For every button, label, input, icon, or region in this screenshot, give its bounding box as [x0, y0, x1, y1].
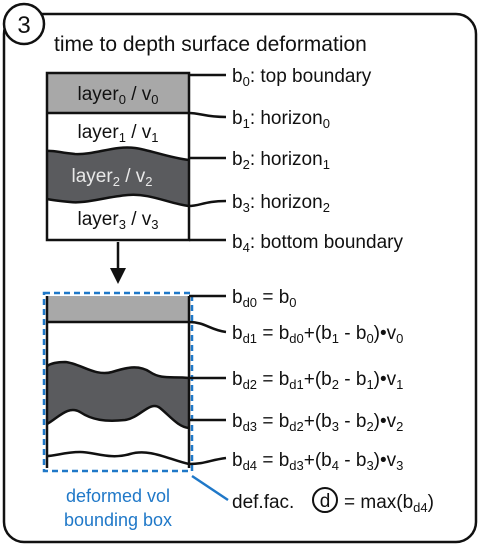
equation-bd0: bd0 = b0 — [232, 287, 297, 310]
equation-bd2: bd2 = bd1+(b2 - b1)•v1 — [232, 369, 403, 392]
layer-0-label: layer0 / v0 — [78, 84, 159, 107]
deformed-layer-1-fill — [47, 322, 189, 378]
deformed-layer-0-fill — [47, 296, 189, 322]
layer-2-label: layer2 / v2 — [72, 166, 153, 189]
panel-number-circle — [2, 2, 46, 46]
layer-2-fill — [47, 147, 189, 206]
transform-arrow — [110, 242, 126, 284]
def-fac-symbol-circle — [312, 487, 338, 513]
boundary-0-label: b0: top boundary — [232, 66, 372, 89]
leader-b1 — [188, 111, 227, 119]
layer-1-fill — [47, 113, 189, 160]
panel-number-badge: 3 — [2, 2, 46, 46]
time-box-border — [45, 71, 191, 242]
arrow-head — [110, 268, 126, 284]
panel-title: time to depth surface deformation — [54, 33, 367, 56]
equation-bd1: bd1 = bd0+(b1 - b0)•v0 — [232, 323, 403, 346]
horizon-2-line — [46, 193, 190, 208]
boundary-2-label: b2: horizon1 — [232, 149, 330, 172]
deformed-horizon-2-line — [46, 404, 190, 430]
deformed-bounding-box — [42, 291, 194, 473]
depth-domain-layers — [42, 291, 194, 473]
deformed-below-fill — [47, 452, 189, 468]
boundary-leaders — [188, 73, 227, 242]
leader-def-fac — [191, 474, 229, 502]
layer-3-label: layer3 / v3 — [78, 209, 159, 232]
deformed-horizon-3-line — [46, 450, 190, 466]
equation-leaders — [188, 294, 227, 466]
layer-0-fill — [47, 73, 189, 113]
def-fac-rhs: = max(bd4) — [344, 492, 434, 515]
boundary-3-label: b3: horizon2 — [232, 192, 330, 215]
def-fac-prefix: def.fac. — [232, 492, 294, 513]
bounding-box-caption-line1: deformed vol — [66, 486, 170, 506]
horizon-1-line — [46, 146, 190, 162]
bounding-box-caption-line2: bounding box — [64, 510, 172, 530]
layer-3-fill — [47, 194, 189, 240]
equation-bd4: bd4 = bd3+(b4 - b3)•v3 — [232, 450, 403, 473]
panel-number: 3 — [17, 12, 30, 39]
deformed-layer-2-fill — [47, 362, 189, 428]
deformation-factor: def.fac. d = max(bd4) — [232, 487, 434, 515]
leader-bd1 — [188, 320, 227, 334]
def-fac-symbol: d — [320, 491, 331, 512]
layer-1-label: layer1 / v1 — [78, 122, 159, 145]
deformed-layer-3-fill — [47, 405, 189, 464]
time-domain-layers: layer0 / v0 layer1 / v1 layer2 / v2 laye… — [45, 71, 191, 242]
boundary-1-label: b1: horizon0 — [232, 108, 330, 131]
equation-bd3: bd3 = bd2+(b3 - b2)•v2 — [232, 411, 403, 434]
deformed-horizon-1-line — [46, 360, 190, 380]
boundary-4-label: b4: bottom boundary — [232, 232, 403, 255]
leader-b3 — [188, 199, 227, 208]
leader-bd4 — [188, 456, 227, 466]
